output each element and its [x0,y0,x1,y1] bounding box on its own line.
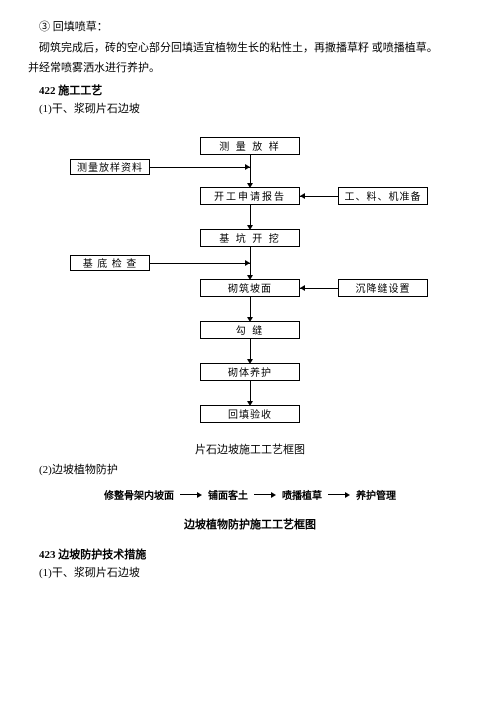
node-measure-data: 测量放样资料 [70,159,150,175]
flow2-caption: 边坡植物防护施工工艺框图 [28,516,472,532]
node-settle-joint: 沉降缝设置 [338,279,428,297]
node-measure: 测 量 放 样 [200,137,300,155]
node-start-report: 开工申请报告 [200,187,300,205]
flow2-arrow-3 [328,494,350,495]
arrow-s4 [300,285,305,291]
node-prep: 工、料、机准备 [338,187,428,205]
tail-sub-1: (1)干、浆砌片石边坡 [28,564,472,583]
flow2-step-2: 铺面客土 [208,487,248,502]
node-cure: 砌体养护 [200,363,300,381]
edge-v-1 [250,155,251,185]
heading-422: 422 施工工艺 [28,82,472,98]
edge-s4 [300,288,338,289]
arrow-s2 [300,193,305,199]
flow2-step-3: 喷播植草 [282,487,322,502]
flow2-arrow-2 [254,494,276,495]
edge-s2 [300,196,338,197]
sub-1: (1)干、浆砌片石边坡 [28,100,472,119]
flow2-step-4: 养护管理 [356,487,396,502]
flow2-step-1: 修整骨架内坡面 [104,487,174,502]
node-joint: 勾 缝 [200,321,300,339]
flowchart-1: 测 量 放 样 测量放样资料 开工申请报告 工、料、机准备 基 坑 开 挖 基 … [60,137,440,437]
node-excavate: 基 坑 开 挖 [200,229,300,247]
edge-v-4 [250,297,251,319]
intro-line-2: 砌筑完成后，砖的空心部分回填适宜植物生长的粘性土，再撒播草籽 或喷播植草。 [28,39,472,58]
page-root: ③ 回填喷草： 砌筑完成后，砖的空心部分回填适宜植物生长的粘性土，再撒播草籽 或… [0,0,500,708]
flow1-caption: 片石边坡施工工艺框图 [28,441,472,457]
arrow-s3 [245,260,250,266]
heading-423: 423 边坡防护技术措施 [28,546,472,562]
edge-v-5 [250,339,251,361]
edge-v-6 [250,381,251,403]
sub-2: (2)边坡植物防护 [28,461,472,480]
edge-v-2 [250,205,251,227]
flowchart-1-wrap: 测 量 放 样 测量放样资料 开工申请报告 工、料、机准备 基 坑 开 挖 基 … [28,137,472,437]
intro-line-3: 并经常喷雾洒水进行养护。 [28,59,472,78]
arrow-s1 [245,164,250,170]
edge-s1 [150,167,250,168]
intro-line-1: ③ 回填喷草： [28,18,472,37]
edge-s3 [150,263,250,264]
flow2-arrow-1 [180,494,202,495]
node-backfill: 回填验收 [200,405,300,423]
edge-v-3 [250,247,251,277]
node-masonry: 砌筑坡面 [200,279,300,297]
flowchart-2-wrap: 修整骨架内坡面 铺面客土 喷播植草 养护管理 [28,487,472,502]
flowchart-2: 修整骨架内坡面 铺面客土 喷播植草 养护管理 [104,487,396,502]
node-base-check: 基 底 检 查 [70,255,150,271]
